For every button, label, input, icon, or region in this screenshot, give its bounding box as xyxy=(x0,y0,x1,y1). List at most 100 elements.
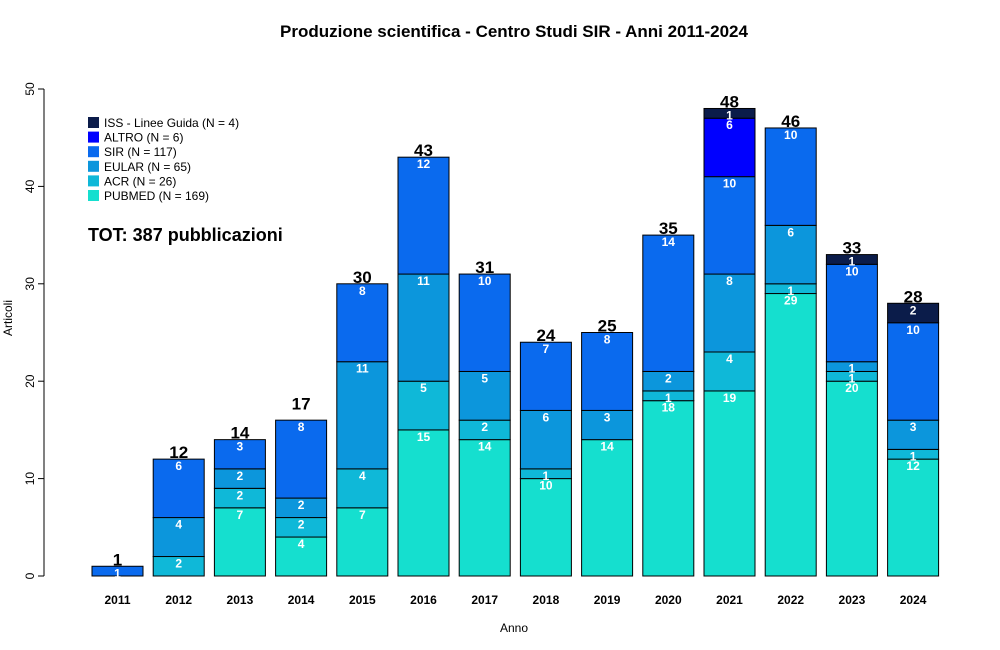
x-tick-label: 2014 xyxy=(288,593,315,607)
x-tick-label: 2020 xyxy=(655,593,682,607)
bar-segment xyxy=(397,156,450,275)
bar-total-label: 35 xyxy=(659,219,678,238)
bar-segment xyxy=(703,117,756,178)
bar-segment xyxy=(213,439,266,470)
bar-segment xyxy=(581,439,634,577)
bar-segment xyxy=(336,468,389,509)
y-axis-label: Articoli xyxy=(1,300,15,336)
x-axis-label: Anno xyxy=(500,621,528,635)
segment-value-label: 10 xyxy=(723,177,737,191)
legend-swatch xyxy=(88,117,99,128)
segment-value-label: 18 xyxy=(662,401,676,415)
bars: 11 24612722314422817741183015511124314251… xyxy=(91,92,940,580)
segment-value-label: 2 xyxy=(910,303,917,317)
bar-total-label: 28 xyxy=(904,287,923,306)
segment-value-label: 5 xyxy=(481,371,488,385)
segment-value-label: 1 xyxy=(543,469,550,483)
segment-value-label: 4 xyxy=(359,469,366,483)
legend-swatch xyxy=(88,175,99,187)
segment-value-label: 7 xyxy=(237,508,244,522)
bar-total-label: 33 xyxy=(842,239,861,258)
bar-total-label: 48 xyxy=(720,92,739,111)
bar-segment xyxy=(458,439,511,577)
bar-segment xyxy=(397,380,450,431)
segment-value-label: 7 xyxy=(543,342,550,356)
legend-swatch xyxy=(88,146,99,158)
segment-value-label: 5 xyxy=(420,381,427,395)
bar-segment xyxy=(336,361,389,470)
bar-segment xyxy=(581,409,634,441)
y-tick-label: 50 xyxy=(23,82,37,96)
segment-value-label: 1 xyxy=(910,449,917,463)
bar-segment xyxy=(825,254,878,265)
x-tick-label: 2023 xyxy=(839,593,866,607)
x-tick-label: 2016 xyxy=(410,593,437,607)
segment-value-label: 2 xyxy=(481,420,488,434)
bar-segment xyxy=(581,332,634,411)
y-tick-label: 20 xyxy=(23,374,37,388)
bar-segment xyxy=(397,429,450,577)
segment-value-label: 10 xyxy=(539,479,553,493)
bar-segment xyxy=(764,224,817,285)
y-axis: 0 10 20 30 40 50 xyxy=(23,82,45,579)
x-tick-label: 2018 xyxy=(533,593,560,607)
segment-value-label: 1 xyxy=(849,255,856,269)
segment-value-label: 1 xyxy=(665,391,672,405)
segment-value-label: 12 xyxy=(906,459,920,473)
bar-segment xyxy=(764,127,817,226)
segment-value-label: 8 xyxy=(726,274,733,288)
bar-segment xyxy=(397,273,450,382)
segment-value-label: 20 xyxy=(845,381,859,395)
segment-value-label: 1 xyxy=(114,566,121,580)
legend-label: PUBMED (N = 169) xyxy=(104,189,209,203)
bar-total-label: 31 xyxy=(475,258,494,277)
x-tick-label: 2017 xyxy=(471,593,498,607)
bar-segment xyxy=(213,507,266,577)
bar-total-label: 24 xyxy=(536,326,555,345)
bar-segment xyxy=(887,458,940,577)
legend: ISS - Linee Guida (N = 4)ALTRO (N = 6)SI… xyxy=(88,116,239,203)
bar-segment xyxy=(887,419,940,450)
legend-swatch xyxy=(88,160,99,172)
bar-segment xyxy=(336,507,389,577)
bar-segment xyxy=(764,293,817,577)
segment-value-label: 10 xyxy=(784,128,798,142)
x-tick-label: 2012 xyxy=(165,593,192,607)
segment-value-label: 14 xyxy=(662,235,676,249)
bar-segment xyxy=(825,263,878,363)
legend-swatch xyxy=(88,131,99,143)
bar-total-label: 25 xyxy=(598,317,617,336)
bar-total-label: 1 xyxy=(113,550,122,569)
x-tick-label: 2011 xyxy=(104,593,130,607)
segment-value-label: 4 xyxy=(726,352,733,366)
bar-segment xyxy=(458,273,511,372)
segment-value-label: 2 xyxy=(175,557,182,571)
segment-value-label: 1 xyxy=(849,371,856,385)
legend-label: ACR (N = 26) xyxy=(104,174,176,188)
bar-segment xyxy=(703,351,756,392)
legend-label: ALTRO (N = 6) xyxy=(104,131,183,145)
bar-segment xyxy=(152,517,205,558)
y-tick-label: 30 xyxy=(23,277,37,291)
segment-value-label: 11 xyxy=(356,362,369,376)
x-axis-ticks: 2011 2012 2013 2014 2015 2016 2017 2018 2019 2020… xyxy=(104,593,926,607)
segment-value-label: 14 xyxy=(600,440,614,454)
legend-swatch xyxy=(88,190,99,201)
segment-value-label: 7 xyxy=(359,508,366,522)
segment-value-label: 8 xyxy=(298,420,305,434)
x-tick-label: 2019 xyxy=(594,593,621,607)
segment-value-label: 6 xyxy=(787,225,794,239)
bar-segment xyxy=(519,409,572,470)
chart-title: Produzione scientifica - Centro Studi SI… xyxy=(280,22,748,41)
legend-label: EULAR (N = 65) xyxy=(104,160,191,174)
segment-value-label: 4 xyxy=(298,537,305,551)
bar-segment xyxy=(703,107,756,119)
legend-label: SIR (N = 117) xyxy=(104,145,177,159)
segment-value-label: 19 xyxy=(723,391,737,405)
segment-value-label: 1 xyxy=(849,362,856,376)
x-tick-label: 2022 xyxy=(777,593,804,607)
y-tick-label: 10 xyxy=(23,472,37,486)
bar-segment xyxy=(275,419,328,499)
bar-segment xyxy=(703,390,756,577)
